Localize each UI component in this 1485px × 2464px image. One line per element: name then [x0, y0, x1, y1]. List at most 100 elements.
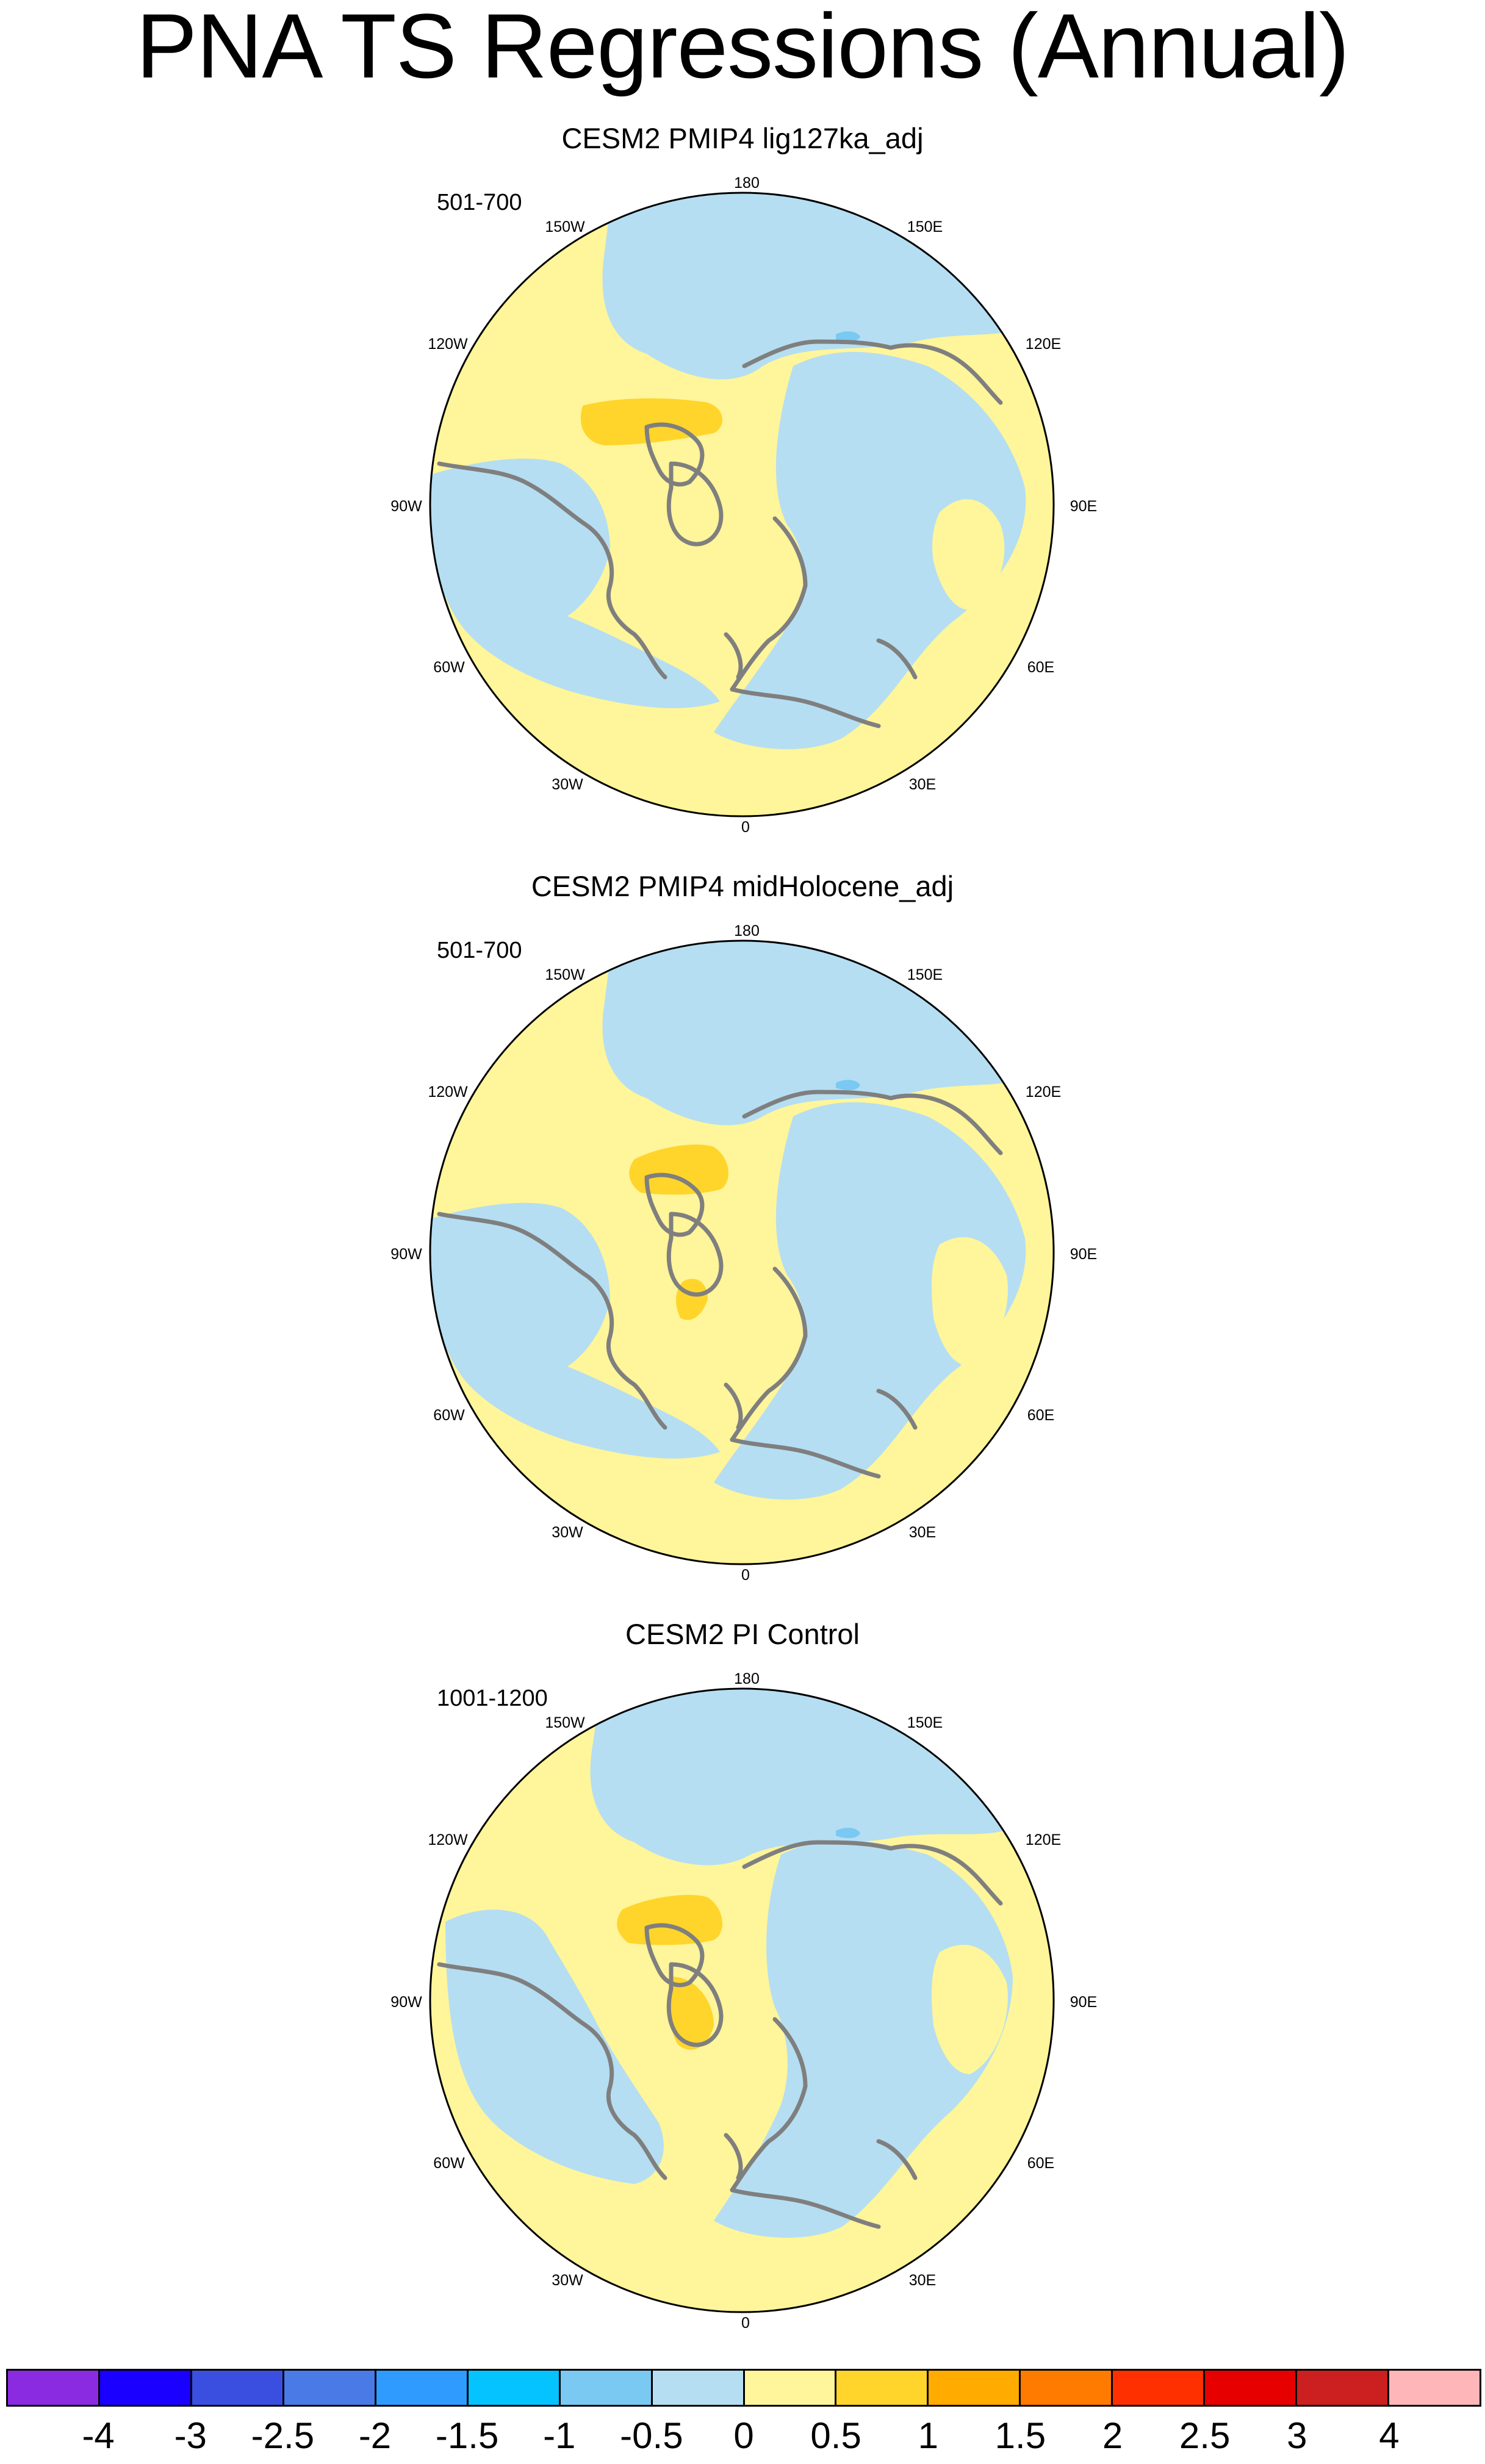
map-2-cooler-spot	[836, 1080, 860, 1091]
map-2-warmer-canada	[629, 1144, 728, 1195]
colorbar-tick-label: 4	[1379, 2415, 1400, 2456]
colorbar-tick-label: -1	[543, 2415, 576, 2456]
lon-label-150w: 150W	[545, 1714, 585, 1731]
colorbar-tick-label: 2.5	[1179, 2415, 1231, 2456]
lon-label-90w: 90W	[390, 1246, 422, 1263]
panel-3-period: 1001-1200	[437, 1686, 548, 1711]
figure-title: PNA TS Regressions (Annual)	[136, 0, 1350, 97]
map-2-border	[429, 939, 1055, 1565]
map-3-warmer-canada	[617, 1895, 722, 1945]
lon-label-90e: 90E	[1070, 498, 1097, 515]
lon-label-120e: 120E	[1026, 1083, 1061, 1101]
colorbar-box	[1021, 2371, 1113, 2405]
lon-label-150w: 150W	[545, 218, 585, 235]
map-panel-3: 180 150E 120E 90E 60E 30E 0 30W 60W 90W …	[390, 1670, 1097, 2332]
panel-1-period: 501-700	[437, 190, 522, 215]
map-3-warmer-greenland	[667, 1977, 714, 2050]
lon-label-30e: 30E	[909, 776, 936, 793]
colorbar-tick-label: -4	[82, 2415, 115, 2456]
lon-label-90e: 90E	[1070, 1994, 1097, 2011]
lon-label-180: 180	[734, 1670, 760, 1687]
lon-label-180: 180	[734, 174, 760, 192]
lon-label-150e: 150E	[907, 218, 943, 235]
map-2-cool-eurasia	[714, 1102, 1026, 1500]
colorbar-box	[284, 2371, 376, 2405]
colorbar-tick-label: 0.5	[810, 2415, 861, 2456]
lon-label-60w: 60W	[433, 1407, 465, 1424]
map-3-cool-eurasia	[714, 1840, 1013, 2238]
colorbar-box	[744, 2371, 837, 2405]
map-1-cool-eurasia	[714, 351, 1026, 750]
colorbar-box	[1297, 2371, 1390, 2405]
map-2-cool-america	[430, 1202, 720, 1459]
lon-label-150w: 150W	[545, 966, 585, 983]
colorbar-box	[929, 2371, 1021, 2405]
lon-label-60e: 60E	[1027, 2155, 1054, 2172]
map-3-cooler-spot	[836, 1828, 860, 1839]
colorbar-tick-label: 3	[1287, 2415, 1307, 2456]
map-1-warm-siberia	[932, 499, 1005, 610]
polar-maps: 180 150E 120E 90E 60E 30E 0 30W 60W 90W …	[390, 174, 1097, 2332]
colorbar-tick-label: 1.5	[994, 2415, 1046, 2456]
map-3-coastlines	[437, 1840, 1003, 2229]
lon-label-90w: 90W	[390, 498, 422, 515]
lon-label-180: 180	[734, 922, 760, 939]
colorbar-box	[652, 2371, 745, 2405]
map-2-warm-siberia	[932, 1237, 1008, 1367]
colorbar-box	[99, 2371, 192, 2405]
lon-label-120w: 120W	[428, 336, 468, 353]
lon-label-60e: 60E	[1027, 659, 1054, 676]
colorbar-tick-label: 1	[918, 2415, 938, 2456]
colorbar-tick-label: -1.5	[435, 2415, 499, 2456]
map-1-border	[429, 192, 1055, 817]
map-3-border	[429, 1687, 1055, 2313]
colorbar-box	[836, 2371, 929, 2405]
colorbar-box	[1113, 2371, 1206, 2405]
map-panel-1: 180 150E 120E 90E 60E 30E 0 30W 60W 90W …	[390, 174, 1097, 836]
lon-label-90w: 90W	[390, 1994, 422, 2011]
map-3-warm-siberia	[932, 1945, 1008, 2074]
colorbar	[6, 2369, 1481, 2407]
map-3-cool-america	[445, 1909, 664, 2184]
lon-label-60w: 60W	[433, 659, 465, 676]
colorbar-tick-label: -2	[358, 2415, 392, 2456]
map-2-coastlines	[437, 1090, 1003, 1479]
lon-label-30w: 30W	[552, 1524, 583, 1541]
lon-label-90e: 90E	[1070, 1246, 1097, 1263]
panel-3-title: CESM2 PI Control	[625, 1618, 860, 1650]
map-panel-2: 180 150E 120E 90E 60E 30E 0 30W 60W 90W …	[390, 922, 1097, 1584]
panel-1-title: CESM2 PMIP4 lig127ka_adj	[561, 122, 924, 154]
colorbar-tick-label: -3	[174, 2415, 207, 2456]
lon-label-30e: 30E	[909, 1524, 936, 1541]
lon-label-120w: 120W	[428, 1831, 468, 1848]
lon-label-120e: 120E	[1026, 1831, 1061, 1848]
map-1-coastlines	[437, 339, 1003, 728]
lon-label-60e: 60E	[1027, 1407, 1054, 1424]
colorbar-tick-label: -0.5	[620, 2415, 683, 2456]
lon-label-0: 0	[741, 2315, 750, 2332]
colorbar-tick-label: -2.5	[251, 2415, 315, 2456]
lon-label-0: 0	[741, 819, 750, 836]
lon-label-150e: 150E	[907, 1714, 943, 1731]
lon-label-120e: 120E	[1026, 336, 1061, 353]
lon-label-120w: 120W	[428, 1083, 468, 1101]
colorbar-tick-label: 0	[733, 2415, 754, 2456]
colorbar-box	[1389, 2371, 1480, 2405]
lon-label-30e: 30E	[909, 2272, 936, 2289]
lon-label-60w: 60W	[433, 2155, 465, 2172]
colorbar-box	[192, 2371, 284, 2405]
lon-label-0: 0	[741, 1567, 750, 1584]
colorbar-tick-label: 2	[1102, 2415, 1123, 2456]
colorbar-box	[560, 2371, 653, 2405]
lon-label-30w: 30W	[552, 2272, 583, 2289]
colorbar-box	[1205, 2371, 1298, 2405]
colorbar-box	[376, 2371, 469, 2405]
colorbar-box	[468, 2371, 561, 2405]
lon-label-150e: 150E	[907, 966, 943, 983]
colorbar-box	[8, 2371, 100, 2405]
panel-2-title: CESM2 PMIP4 midHolocene_adj	[531, 870, 954, 902]
panel-2-period: 501-700	[437, 938, 522, 963]
map-1-cooler-spot	[836, 331, 860, 342]
lon-label-30w: 30W	[552, 776, 583, 793]
map-1-cool-america	[430, 458, 720, 708]
